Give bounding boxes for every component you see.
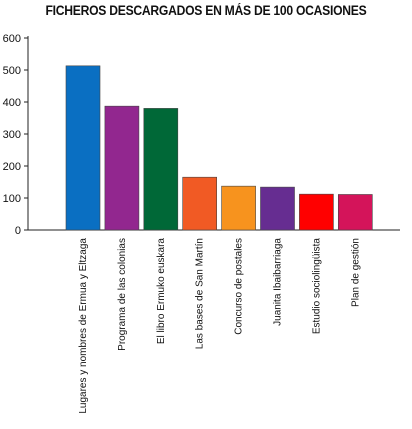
y-tick-label: 500 (3, 65, 21, 77)
y-tick-label: 0 (15, 225, 21, 237)
bar (221, 185, 256, 231)
x-category-label: Estudio sociolingüista (311, 238, 322, 335)
bar (143, 108, 179, 231)
x-category-label: Programa de las colonias (117, 238, 128, 351)
bar (104, 105, 140, 231)
y-tick-label: 600 (3, 33, 21, 45)
x-category-label: Las bases de San Martín (195, 238, 206, 349)
y-tick-label: 400 (3, 97, 21, 109)
x-category-label: El libro Ermuko euskara (156, 238, 167, 345)
chart-title: FICHEROS DESCARGADOS EN MÁS DE 100 OCASI… (45, 3, 367, 18)
bar (337, 194, 373, 231)
y-tick-label: 200 (3, 161, 21, 173)
y-tick-label: 100 (3, 193, 21, 205)
x-category-label: Plan de gestión (350, 238, 361, 307)
y-tick-label: 300 (3, 129, 21, 141)
x-category-label: Concurso de postales (234, 238, 245, 335)
bar (182, 176, 217, 231)
bar (299, 193, 334, 231)
bar (260, 186, 295, 231)
bar (65, 65, 101, 231)
x-category-label: Juanita Ibaibarriaga (273, 238, 284, 326)
x-category-label: Lugares y nombres de Ermua y Eltzaga (78, 238, 89, 414)
